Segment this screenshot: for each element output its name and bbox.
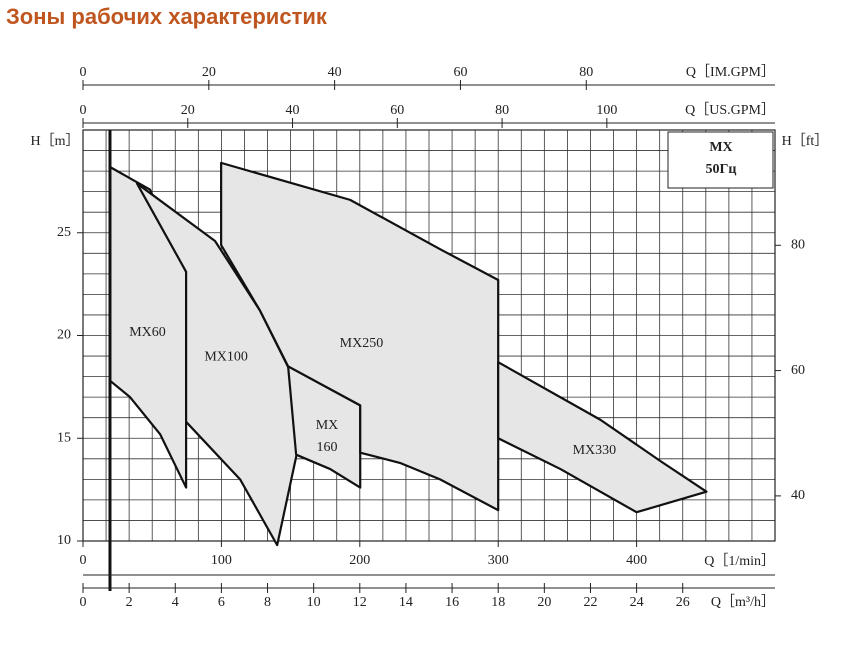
axis-tick-label: 20 — [181, 103, 195, 118]
axis-tick-label: 14 — [399, 595, 413, 610]
zone-area — [497, 361, 708, 514]
zone-label: 160 — [316, 440, 337, 455]
zone-label: MX250 — [340, 336, 384, 351]
axis-tick-label: 100 — [596, 103, 617, 118]
x-tick-label: 200 — [349, 553, 370, 568]
y2-tick-label: 80 — [791, 237, 805, 252]
axis-tick-label: 22 — [583, 595, 597, 610]
y-tick-label: 15 — [57, 430, 71, 445]
axis-tick-label: 60 — [390, 103, 404, 118]
axis-tick-label: 6 — [218, 595, 225, 610]
axis-tick-label: 0 — [80, 65, 87, 80]
axis-tick-label: 0 — [80, 595, 87, 610]
axis-tick-label: 16 — [445, 595, 459, 610]
axis-tick-label: 10 — [307, 595, 321, 610]
x-tick-label: 400 — [626, 553, 647, 568]
axis-tick-label: 2 — [126, 595, 133, 610]
axis-tick-label: 12 — [353, 595, 367, 610]
y-tick-label: 25 — [57, 225, 71, 240]
axis-tick-label: 80 — [579, 65, 593, 80]
axis-tick-label: 18 — [491, 595, 505, 610]
axis-tick-label: 26 — [676, 595, 690, 610]
legend-text: MX — [709, 140, 732, 155]
y-tick-label: 10 — [57, 533, 71, 548]
axis-tick-label: 4 — [172, 595, 179, 610]
legend-text: 50Гц — [706, 162, 737, 177]
zone-label: MX60 — [129, 325, 166, 340]
axis-label: Q［m³/h］ — [711, 594, 775, 610]
zone-area — [135, 182, 309, 547]
x-tick-label: 300 — [488, 553, 509, 568]
x-axis-label: Q［1/min］ — [704, 553, 775, 569]
y2-tick-label: 40 — [791, 488, 805, 503]
y2-axis-label: H［ft］ — [782, 133, 829, 149]
axis-tick-label: 0 — [80, 103, 87, 118]
axis-tick-label: 40 — [328, 65, 342, 80]
zone-label: MX100 — [204, 350, 248, 365]
axis-tick-label: 24 — [630, 595, 644, 610]
axis-tick-label: 60 — [453, 65, 467, 80]
zone-label: MX330 — [573, 443, 617, 458]
axis-tick-label: 8 — [264, 595, 271, 610]
y-tick-label: 20 — [57, 328, 71, 343]
axis-tick-label: 20 — [202, 65, 216, 80]
x-tick-label: 0 — [80, 553, 87, 568]
y-axis-label: H［m］ — [31, 133, 80, 149]
axis-tick-label: 80 — [495, 103, 509, 118]
x-tick-label: 100 — [211, 553, 232, 568]
legend-box — [667, 131, 774, 189]
axis-tick-label: 20 — [537, 595, 551, 610]
zone-area — [220, 161, 500, 512]
zone-label: MX — [316, 418, 339, 433]
chart-title: Зоны рабочих характеристик — [6, 4, 328, 29]
axis-label: Q［IM.GPM］ — [686, 64, 775, 80]
axis-label: Q［US.GPM］ — [685, 102, 775, 118]
axis-tick-label: 40 — [286, 103, 300, 118]
y2-tick-label: 60 — [791, 363, 805, 378]
